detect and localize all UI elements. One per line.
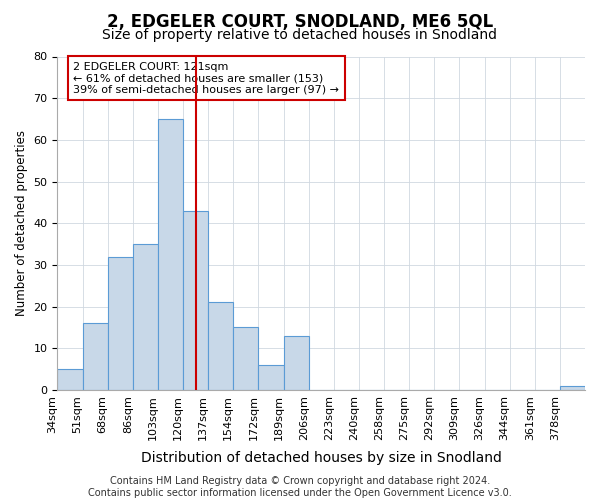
- Bar: [284, 336, 308, 390]
- Text: Size of property relative to detached houses in Snodland: Size of property relative to detached ho…: [103, 28, 497, 42]
- X-axis label: Distribution of detached houses by size in Snodland: Distribution of detached houses by size …: [141, 451, 502, 465]
- Y-axis label: Number of detached properties: Number of detached properties: [15, 130, 28, 316]
- Bar: [183, 210, 208, 390]
- Bar: [259, 365, 284, 390]
- Bar: [107, 256, 133, 390]
- Bar: [560, 386, 585, 390]
- Bar: [158, 119, 183, 390]
- Text: 2, EDGELER COURT, SNODLAND, ME6 5QL: 2, EDGELER COURT, SNODLAND, ME6 5QL: [107, 12, 493, 30]
- Text: Contains HM Land Registry data © Crown copyright and database right 2024.
Contai: Contains HM Land Registry data © Crown c…: [88, 476, 512, 498]
- Bar: [83, 323, 107, 390]
- Bar: [208, 302, 233, 390]
- Bar: [133, 244, 158, 390]
- Text: 2 EDGELER COURT: 121sqm
← 61% of detached houses are smaller (153)
39% of semi-d: 2 EDGELER COURT: 121sqm ← 61% of detache…: [73, 62, 339, 94]
- Bar: [58, 369, 83, 390]
- Bar: [233, 328, 259, 390]
